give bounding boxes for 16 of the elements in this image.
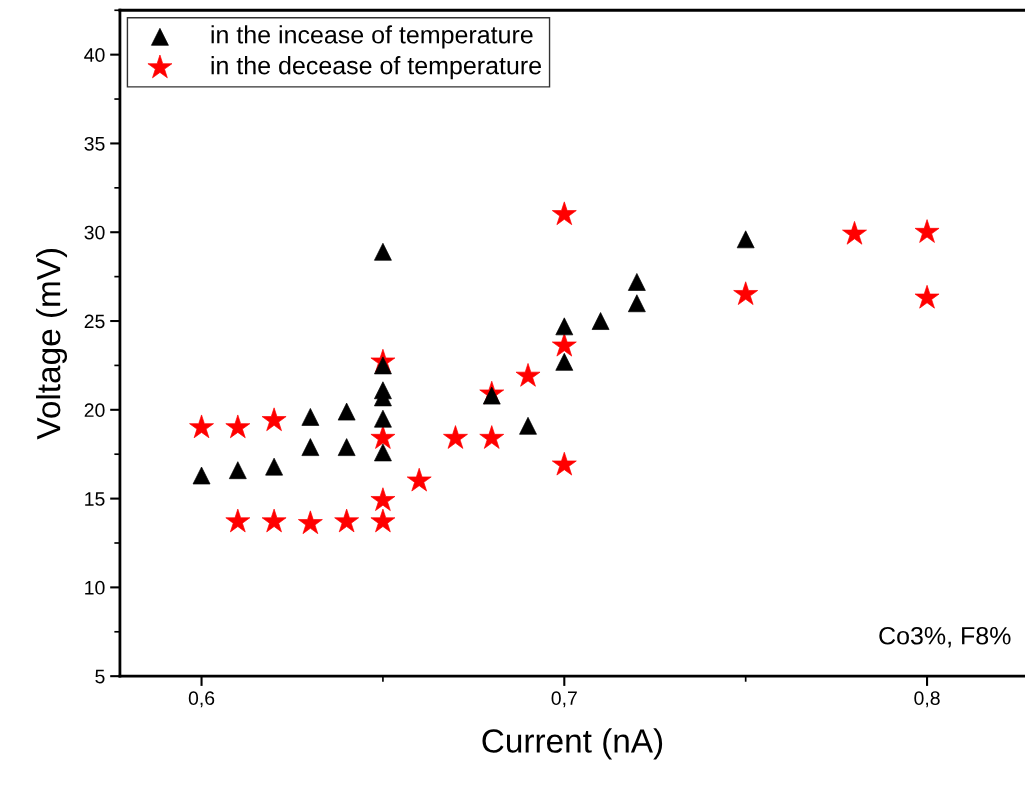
legend-label: in the incease of temperature bbox=[211, 25, 533, 49]
y-tick-label: 5 bbox=[95, 669, 105, 684]
x-tick-label: 0,8 bbox=[914, 691, 940, 708]
y-tick-label: 35 bbox=[84, 136, 105, 151]
y-tick-label: 15 bbox=[85, 492, 105, 506]
x-tick-label: 0,6 bbox=[188, 691, 215, 708]
annotation: Co3%, F8% bbox=[879, 626, 1011, 648]
y-tick-label: 25 bbox=[84, 314, 105, 329]
y-tick-label: 40 bbox=[84, 48, 105, 62]
y-tick-label: 20 bbox=[84, 403, 105, 418]
legend-label: in the decease of temperature bbox=[211, 56, 541, 80]
x-tick-label: 0,7 bbox=[551, 691, 577, 708]
y-tick-label: 30 bbox=[84, 225, 105, 240]
y-axis-title: Voltage (mV) bbox=[35, 248, 68, 440]
y-tick-label: 10 bbox=[85, 580, 105, 595]
x-axis-title: Current (nA) bbox=[482, 728, 663, 760]
